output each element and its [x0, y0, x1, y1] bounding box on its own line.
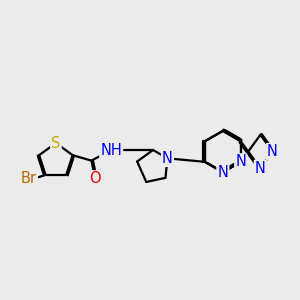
Text: H: H: [108, 142, 118, 155]
Text: N: N: [103, 142, 115, 157]
Text: N: N: [255, 161, 266, 176]
Text: NH: NH: [100, 142, 122, 158]
Text: N: N: [218, 165, 228, 180]
Text: N: N: [267, 144, 278, 159]
Text: Br: Br: [21, 171, 37, 186]
Text: N: N: [162, 151, 173, 166]
Text: S: S: [51, 136, 61, 151]
Text: N: N: [235, 154, 246, 169]
Text: O: O: [89, 171, 101, 186]
